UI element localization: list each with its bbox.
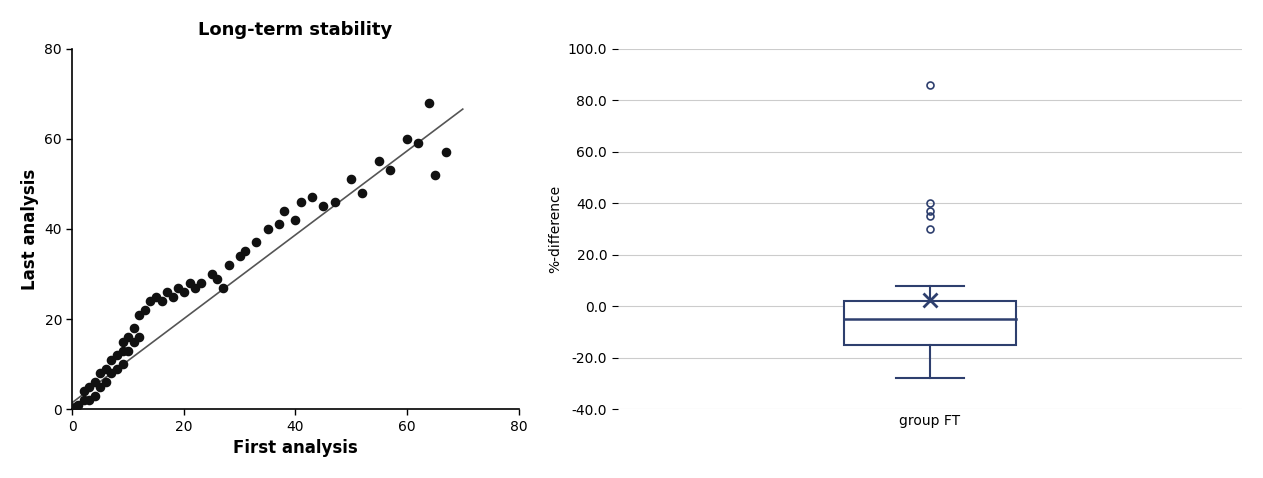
Point: [112, 338, 133, 346]
Point: [397, 135, 417, 142]
Point: [107, 365, 128, 372]
Point: [73, 396, 93, 404]
FancyBboxPatch shape: [844, 301, 1015, 345]
Point: [424, 171, 445, 179]
Point: [124, 338, 144, 346]
Point: [96, 378, 116, 386]
Point: [218, 261, 239, 269]
Point: [168, 284, 188, 292]
Point: [408, 140, 428, 147]
Point: [117, 347, 138, 355]
Point: [302, 194, 322, 201]
Point: [230, 252, 250, 260]
Point: [101, 369, 121, 377]
Point: [325, 198, 345, 206]
Point: [140, 297, 160, 305]
Point: [380, 166, 400, 174]
Y-axis label: %-difference: %-difference: [548, 185, 562, 273]
Point: [269, 221, 289, 228]
Point: [112, 360, 133, 368]
Point: [117, 333, 138, 341]
Point: [68, 401, 88, 409]
Point: [80, 396, 100, 404]
Point: [258, 225, 278, 233]
Point: [191, 279, 211, 287]
Point: [313, 203, 333, 210]
Point: [202, 270, 222, 278]
Point: [124, 324, 144, 332]
Point: [352, 189, 373, 197]
Point: [147, 293, 167, 300]
Point: [179, 279, 200, 287]
Point: [80, 383, 100, 391]
Point: [174, 288, 195, 296]
Point: [129, 311, 149, 318]
Title: Long-term stability: Long-term stability: [198, 21, 393, 39]
Point: [152, 297, 172, 305]
Point: [66, 403, 86, 411]
Point: [436, 149, 456, 156]
Point: [90, 369, 110, 377]
Point: [369, 158, 389, 165]
Point: [112, 347, 133, 355]
Point: [246, 239, 266, 246]
Point: [85, 392, 105, 400]
Y-axis label: Last analysis: Last analysis: [20, 168, 39, 290]
Point: [85, 378, 105, 386]
X-axis label: First analysis: First analysis: [234, 439, 357, 457]
Point: [274, 207, 294, 215]
Point: [157, 288, 177, 296]
Point: [163, 293, 183, 300]
Point: [101, 356, 121, 363]
Point: [129, 333, 149, 341]
Point: [235, 248, 255, 255]
Point: [290, 198, 311, 206]
Point: [73, 387, 93, 395]
Point: [213, 284, 234, 292]
Point: [419, 99, 440, 107]
Point: [207, 275, 227, 282]
Point: [285, 216, 306, 224]
Point: [341, 175, 361, 183]
Point: [96, 365, 116, 372]
Point: [184, 284, 205, 292]
Point: [107, 351, 128, 359]
Point: [135, 306, 155, 314]
Point: [90, 383, 110, 391]
